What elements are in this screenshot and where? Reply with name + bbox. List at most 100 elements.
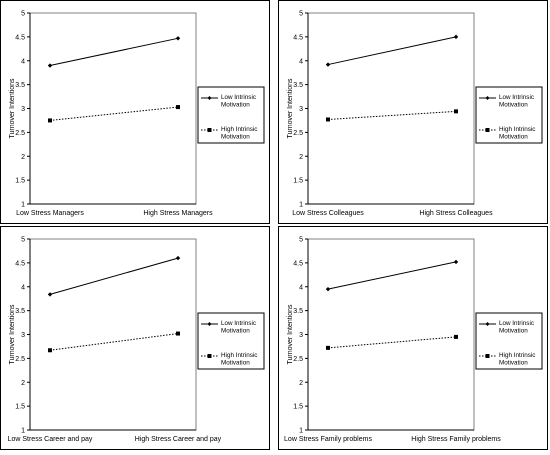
x-category-label: Low Stress Colleagues	[292, 210, 364, 217]
y-tick-label: 2	[299, 380, 303, 387]
x-category-label: High Stress Colleagues	[419, 210, 493, 217]
series-high-intrinsic-motivation	[326, 109, 458, 122]
legend-marker	[485, 128, 490, 132]
series-low-intrinsic-motivation	[47, 36, 181, 68]
y-tick-label: 4.5	[293, 260, 303, 267]
data-point	[453, 259, 459, 265]
y-tick-label: 2.5	[293, 130, 303, 137]
y-tick-label: 5	[299, 237, 303, 244]
series-low-intrinsic-motivation	[325, 34, 459, 67]
chart-panel: 1 1.5 2 2.5 3 3.5 4 4.5 5 Turnover Intentions Low …	[278, 0, 548, 224]
legend-box	[475, 86, 543, 144]
x-category-label: Low Stress Managers	[16, 210, 84, 217]
series-high-intrinsic-motivation	[326, 334, 458, 350]
y-tick-label: 1	[299, 202, 303, 209]
legend-marker	[207, 322, 212, 326]
y-tick-label: 3	[21, 106, 25, 113]
y-tick-label: 2	[299, 154, 303, 161]
chart-panel: 1 1.5 2 2.5 3 3.5 4 4.5 5 Turnover Intentions Low …	[0, 226, 270, 450]
x-category-label: Low Stress Family problems	[284, 436, 372, 443]
y-tick-label: 5	[21, 237, 25, 244]
y-tick-label: 1	[299, 428, 303, 435]
x-category-label: High Stress Managers	[143, 210, 213, 217]
series-low-intrinsic-motivation	[47, 255, 181, 297]
legend-label: High Intrinsic Motivation	[499, 352, 535, 367]
data-point	[454, 334, 458, 339]
legend-marker	[207, 96, 212, 100]
y-tick-label: 1.5	[15, 404, 25, 411]
legend-label: High Intrinsic Motivation	[499, 126, 535, 141]
y-tick-label: 2.5	[293, 356, 303, 363]
y-tick-label: 3	[299, 332, 303, 339]
data-point	[326, 345, 330, 350]
series-line	[327, 36, 457, 66]
y-tick-label: 5	[21, 11, 25, 18]
legend-label: Low Intrinsic Motivation	[499, 94, 534, 109]
series-high-intrinsic-motivation	[48, 331, 180, 353]
y-tick-label: 4	[21, 58, 25, 65]
y-tick-label: 2	[21, 154, 25, 161]
legend-box	[475, 312, 543, 370]
legend: Low Intrinsic Motivation High Intrinsic Mot…	[197, 86, 265, 144]
y-tick-label: 3	[299, 106, 303, 113]
legend-label: High Intrinsic Motivation	[221, 352, 257, 367]
series-high-intrinsic-motivation	[48, 105, 180, 123]
y-tick-label: 4	[299, 284, 303, 291]
legend-label: Low Intrinsic Motivation	[221, 94, 256, 109]
y-axis-label: Turnover Intentions	[9, 304, 16, 365]
y-tick-label: 3.5	[15, 308, 25, 315]
legend-label: Low Intrinsic Motivation	[221, 320, 256, 335]
legend-marker	[485, 96, 490, 100]
series-line	[327, 336, 457, 349]
data-point	[325, 62, 331, 67]
legend: Low Intrinsic Motivation High Intrinsic Mot…	[475, 312, 543, 370]
legend-box	[197, 86, 265, 144]
y-tick-label: 4.5	[15, 260, 25, 267]
y-tick-label: 4	[299, 58, 303, 65]
chart-svg: 1 1.5 2 2.5 3 3.5 4 4.5 5 Turnover Intentions Low …	[278, 0, 548, 224]
series-low-intrinsic-motivation	[325, 259, 459, 292]
chart-panel: 1 1.5 2 2.5 3 3.5 4 4.5 5 Turnover Intentions Low …	[278, 226, 548, 450]
y-tick-label: 1.5	[293, 178, 303, 185]
y-tick-label: 3	[21, 332, 25, 339]
y-tick-label: 2.5	[15, 130, 25, 137]
data-point	[175, 36, 181, 41]
legend-marker	[207, 354, 212, 358]
y-tick-label: 3.5	[293, 308, 303, 315]
x-category-label: High Stress Career and pay	[135, 436, 222, 443]
series-line	[327, 110, 457, 120]
series-line	[49, 37, 179, 67]
legend-label: High Intrinsic Motivation	[221, 126, 257, 141]
chart-panel: 1 1.5 2 2.5 3 3.5 4 4.5 5 Turnover Intentions Low …	[0, 0, 270, 224]
legend-marker	[485, 322, 490, 326]
data-point	[453, 34, 459, 40]
y-axis-label: Turnover Intentions	[9, 78, 16, 139]
legend: Low Intrinsic Motivation High Intrinsic Mot…	[197, 312, 265, 370]
data-point	[47, 63, 53, 68]
data-point	[326, 117, 330, 122]
legend-marker	[207, 128, 212, 132]
series-line	[49, 106, 179, 121]
data-point	[48, 348, 52, 353]
data-point	[454, 109, 458, 114]
x-category-label: High Stress Family problems	[411, 436, 501, 443]
data-point	[325, 286, 331, 292]
legend-label: Low Intrinsic Motivation	[499, 320, 534, 335]
series-line	[327, 261, 457, 290]
chart-svg: 1 1.5 2 2.5 3 3.5 4 4.5 5 Turnover Intentions Low …	[0, 226, 270, 450]
series-line	[49, 257, 179, 295]
y-tick-label: 2	[21, 380, 25, 387]
y-axis-label: Turnover Intentions	[287, 304, 294, 365]
legend-marker	[485, 354, 490, 358]
y-tick-label: 2.5	[15, 356, 25, 363]
y-tick-label: 1.5	[293, 404, 303, 411]
y-tick-label: 5	[299, 11, 303, 18]
y-axis-label: Turnover Intentions	[287, 78, 294, 139]
data-point	[48, 118, 52, 123]
y-tick-label: 1.5	[15, 178, 25, 185]
data-point	[176, 105, 180, 110]
y-tick-label: 4.5	[293, 34, 303, 41]
series-line	[49, 333, 179, 351]
x-category-label: Low Stress Career and pay	[8, 436, 93, 443]
